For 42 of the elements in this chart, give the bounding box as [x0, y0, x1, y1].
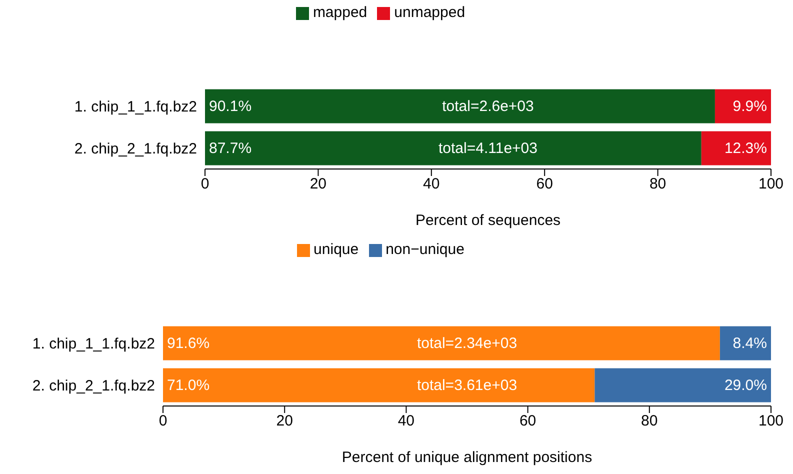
bar — [205, 131, 702, 166]
x-tick-label: 20 — [276, 412, 293, 430]
x-tick-label: 100 — [758, 412, 784, 430]
x-axis-title: Percent of sequences — [415, 212, 561, 229]
data-label: 87.7% — [209, 140, 252, 158]
y-tick-label: 2. chip_2_1.fq.bz2 — [32, 377, 155, 394]
legend-label: unique — [314, 241, 359, 258]
x-tick-label: 100 — [758, 176, 784, 193]
bar — [205, 89, 715, 124]
total-label: total=2.34e+03 — [416, 335, 518, 352]
legend-label: non−unique — [386, 241, 464, 258]
y-tick-label: 1. chip_1_1.fq.bz2 — [32, 335, 155, 352]
y-tick-label: 2. chip_2_1.fq.bz2 — [74, 140, 197, 158]
x-tick-label: 80 — [641, 412, 658, 430]
legend-label: unmapped — [394, 4, 466, 21]
x-tick-label: 60 — [536, 176, 553, 193]
data-label: 9.9% — [732, 98, 767, 116]
data-label: 90.1% — [209, 98, 252, 116]
total-label: total=2.6e+03 — [442, 98, 534, 116]
data-label: 12.3% — [724, 140, 767, 158]
x-tick-label: 40 — [398, 412, 415, 430]
total-label: total=3.61e+03 — [416, 377, 518, 394]
data-label: 8.4% — [732, 335, 767, 352]
legend-label: mapped — [312, 4, 368, 21]
x-axis-title: Percent of unique alignment positions — [342, 449, 592, 466]
data-label: 91.6% — [167, 335, 210, 352]
bar — [714, 89, 771, 124]
x-tick-label: 40 — [423, 176, 440, 193]
bar — [163, 326, 720, 360]
x-tick-label: 0 — [158, 412, 168, 430]
x-tick-label: 60 — [519, 412, 536, 430]
bar — [594, 368, 771, 402]
x-tick-label: 20 — [310, 176, 327, 193]
bar — [720, 326, 771, 360]
data-label: 29.0% — [724, 377, 767, 394]
total-label: total=4.11e+03 — [438, 140, 538, 158]
x-tick-label: 0 — [200, 176, 210, 193]
y-tick-label: 1. chip_1_1.fq.bz2 — [74, 98, 197, 116]
data-label: 71.0% — [167, 377, 210, 394]
bar — [701, 131, 771, 166]
bar — [163, 368, 595, 402]
x-tick-label: 80 — [649, 176, 666, 193]
